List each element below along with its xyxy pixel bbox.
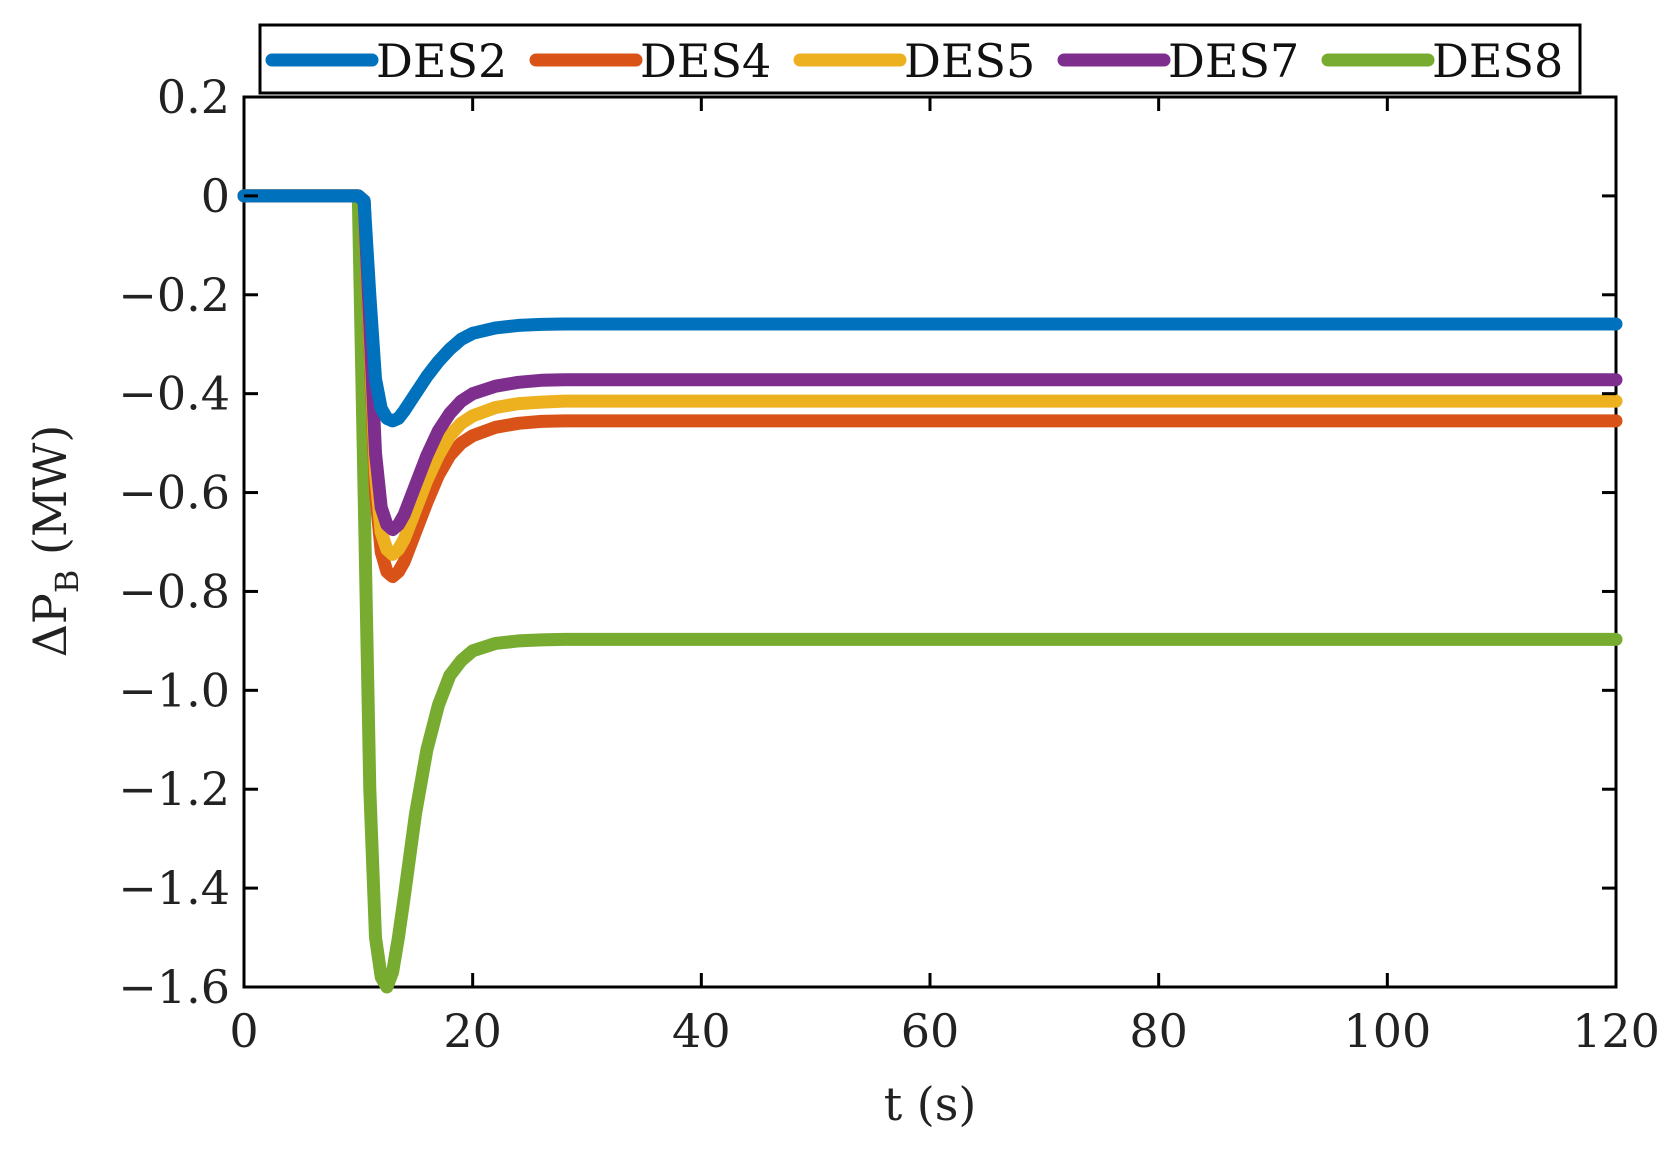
x-tick-label: 80 bbox=[1129, 1004, 1188, 1058]
x-tick-label: 40 bbox=[672, 1004, 731, 1058]
y-tick-label: −1.2 bbox=[118, 762, 230, 816]
series-line-des2 bbox=[237, 189, 1623, 428]
y-tick-label: −0.6 bbox=[118, 466, 230, 520]
x-tick-label: 100 bbox=[1343, 1004, 1431, 1058]
y-axis-title: ΔPB (MW) bbox=[23, 425, 86, 658]
series-layer bbox=[237, 189, 1623, 994]
legend-label-des2: DES2 bbox=[376, 34, 507, 88]
y-tick-label: −0.8 bbox=[118, 564, 230, 618]
x-tick-label: 60 bbox=[901, 1004, 960, 1058]
legend-label-des8: DES8 bbox=[1432, 34, 1563, 88]
x-tick-label: 120 bbox=[1572, 1004, 1660, 1058]
y-axis-title-main: ΔP bbox=[23, 593, 77, 657]
y-axis-title-subscript: B bbox=[48, 570, 86, 594]
x-tick-label: 20 bbox=[443, 1004, 502, 1058]
y-axis-title-unit: (MW) bbox=[23, 425, 77, 570]
x-axis: 0 20 40 60 80 100 120 bbox=[229, 97, 1660, 1058]
x-tick-label: 0 bbox=[229, 1004, 258, 1058]
y-axis: 0.2 0 −0.2 −0.4 −0.6 −0.8 −1.0 −1.2 −1.4 −1.6 bbox=[118, 70, 1616, 1014]
y-tick-label: −0.2 bbox=[118, 268, 230, 322]
x-axis-title: t (s) bbox=[884, 1077, 977, 1131]
y-tick-label: −1.0 bbox=[118, 663, 230, 717]
legend-label-des4: DES4 bbox=[640, 34, 771, 88]
legend: DES2 DES4 DES5 DES7 DES8 bbox=[258, 23, 1582, 95]
legend-label-des7: DES7 bbox=[1168, 34, 1299, 88]
y-tick-label: −1.4 bbox=[118, 861, 230, 915]
y-tick-label: 0 bbox=[201, 169, 230, 223]
y-axis-title-group: ΔPB (MW) bbox=[23, 425, 86, 658]
legend-label-des5: DES5 bbox=[904, 34, 1035, 88]
y-tick-label: −0.4 bbox=[118, 367, 230, 421]
y-tick-label: −1.6 bbox=[118, 960, 230, 1014]
plot-area bbox=[242, 95, 1618, 989]
y-tick-label: 0.2 bbox=[157, 70, 230, 124]
